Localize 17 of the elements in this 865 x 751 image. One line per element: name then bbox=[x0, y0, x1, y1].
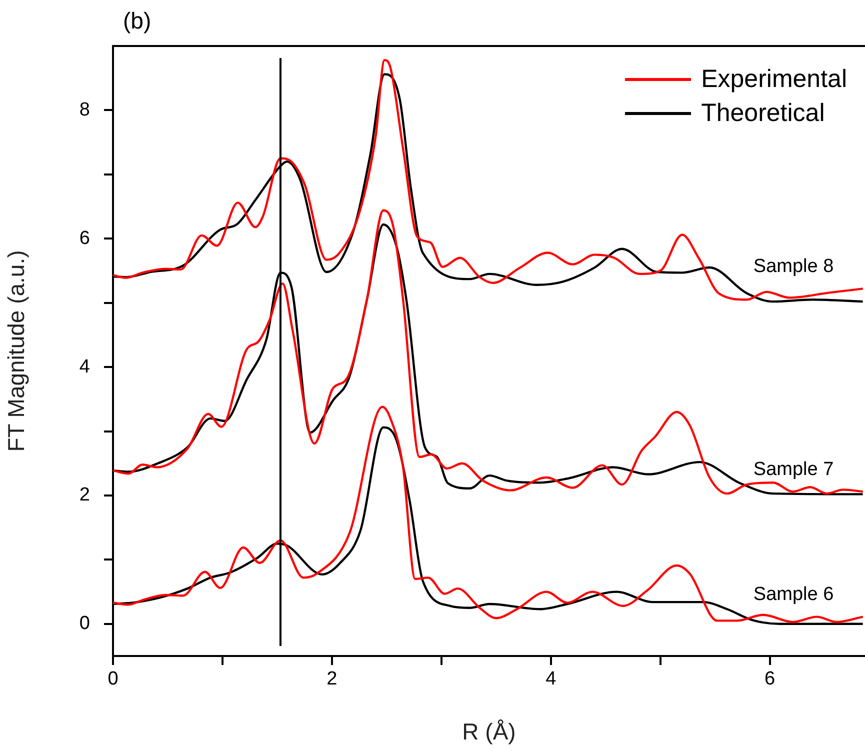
y-tick-label: 0 bbox=[79, 613, 90, 634]
y-axis-title: FT Magnitude (a.u.) bbox=[3, 250, 30, 452]
x-tick-label: 0 bbox=[108, 668, 118, 690]
chart-title: (b) bbox=[123, 7, 152, 34]
annotation: Sample 8 bbox=[753, 256, 834, 277]
legend-label: Theoretical bbox=[701, 98, 825, 129]
x-tick-label: 6 bbox=[764, 668, 776, 690]
x-tick-label: 4 bbox=[546, 668, 557, 690]
y-tick-label: 2 bbox=[79, 484, 90, 506]
x-tick-label: 2 bbox=[326, 668, 338, 690]
y-tick-label: 6 bbox=[79, 228, 90, 249]
annotation: Sample 7 bbox=[753, 458, 834, 480]
y-tick-label: 8 bbox=[79, 99, 90, 120]
legend-label: Experimental bbox=[701, 64, 847, 95]
y-tick-label: 4 bbox=[79, 356, 90, 378]
x-axis-title: R (Å) bbox=[462, 718, 516, 745]
annotation: Sample 6 bbox=[753, 584, 834, 606]
